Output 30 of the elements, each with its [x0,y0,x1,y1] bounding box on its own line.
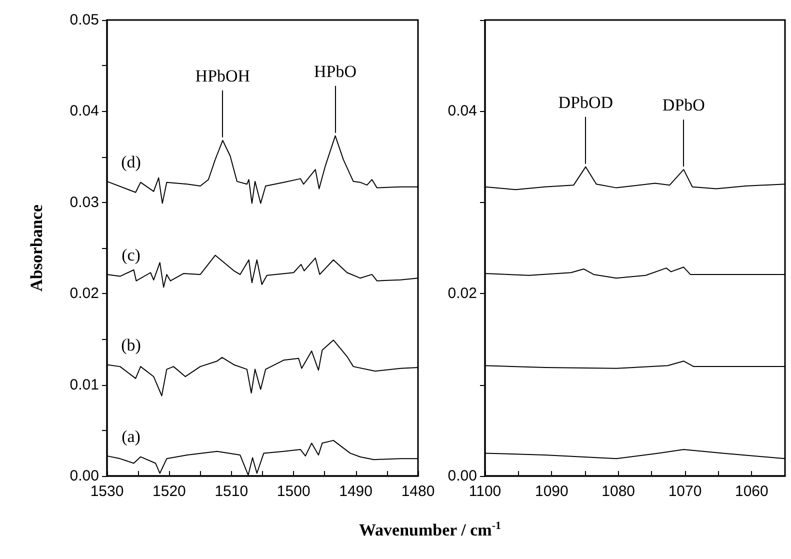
y-tick-label: 0.02 [448,285,477,302]
y-tick-label: 0.00 [448,468,477,484]
annotation: DPbOD [558,92,614,112]
y-tick-label: 0.05 [70,12,99,28]
annotation: HPbOH [195,66,250,86]
series-label: (c) [122,245,140,264]
series-label: (d) [121,152,141,172]
annotation: DPbO [662,96,705,115]
x-tick-label: 1080 [602,483,636,500]
y-axis-title: Absorbance [27,204,46,292]
series-label: (a) [122,426,140,446]
x-tick-label: 1090 [534,483,568,500]
x-tick-label: 1520 [152,483,186,500]
x-tick-label: 1070 [668,483,702,500]
series-label: (b) [121,336,141,355]
y-tick-label: 0.01 [70,376,99,394]
y-tick-label: 0.04 [448,102,477,120]
x-axis-title: Wavenumber / cm$^{-1}$ [358,520,502,541]
y-tick-label: 0.00 [70,468,99,484]
y-tick-label: 0.03 [70,194,99,211]
annotation: HPbO [314,62,357,81]
y-tick-label: 0.04 [70,102,99,120]
x-tick-label: 1490 [339,483,372,500]
x-tick-label: 1480 [401,483,435,500]
y-tick-label: 0.02 [70,285,99,302]
x-tick-label: 1060 [734,483,768,500]
x-tick-label: 1500 [276,483,310,500]
x-tick-label: 1100 [468,483,502,500]
x-tick-label: 1530 [90,483,124,500]
x-tick-label: 1510 [214,483,248,500]
